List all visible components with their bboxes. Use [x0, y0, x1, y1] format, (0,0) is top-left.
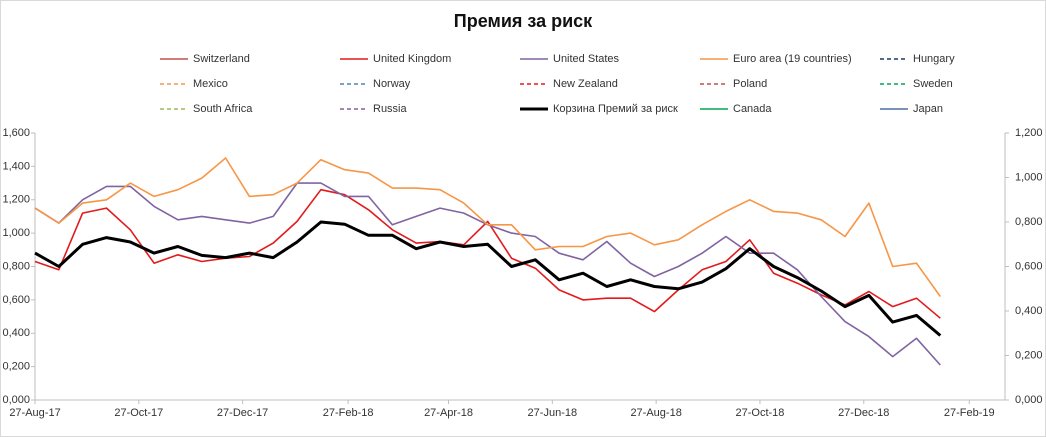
x-tick-label: 27-Feb-18 [323, 407, 374, 419]
legend-label: Norway [373, 78, 411, 90]
y-tick-label: 0,200 [2, 361, 30, 373]
x-tick-label: 27-Feb-19 [944, 407, 995, 419]
y-tick-label: 1,600 [2, 127, 30, 139]
y-tick-label: 1,400 [2, 160, 30, 172]
series-line [34, 220, 942, 337]
legend-label: Switzerland [193, 53, 250, 65]
x-tick-label: 27-Aug-18 [630, 407, 681, 419]
legend-label: Sweden [913, 78, 953, 90]
series-line [34, 157, 941, 297]
y2-tick-label: 0,200 [1015, 349, 1043, 361]
x-tick-label: 27-Dec-17 [217, 407, 268, 419]
legend-label: Poland [733, 78, 767, 90]
y-tick-label: 0,800 [2, 260, 30, 272]
y2-tick-label: 0,600 [1015, 260, 1043, 272]
x-tick-label: 27-Jun-18 [528, 407, 578, 419]
y-tick-label: 1,200 [2, 194, 30, 206]
legend-label: United States [553, 53, 620, 65]
y2-tick-label: 0,800 [1015, 216, 1043, 228]
y-tick-label: 0,400 [2, 327, 30, 339]
legend-label: Russia [373, 103, 408, 115]
legend-label: New Zealand [553, 78, 618, 90]
legend-label: United Kingdom [373, 53, 451, 65]
y2-tick-label: 0,000 [1015, 394, 1043, 406]
x-tick-label: 27-Apr-18 [424, 407, 473, 419]
x-tick-label: 27-Dec-18 [838, 407, 889, 419]
y-tick-label: 0,600 [2, 294, 30, 306]
legend-label: South Africa [193, 103, 253, 115]
x-tick-label: 27-Oct-17 [114, 407, 163, 419]
legend-label: Japan [913, 103, 943, 115]
legend-label: Euro area (19 countries) [733, 53, 852, 65]
y2-tick-label: 1,000 [1015, 171, 1043, 183]
y-tick-label: 0,000 [2, 394, 30, 406]
y2-tick-label: 0,400 [1015, 305, 1043, 317]
legend-label: Mexico [193, 78, 228, 90]
series-line [34, 188, 941, 319]
legend-label: Hungary [913, 53, 955, 65]
legend-label: Корзина Премий за риск [553, 103, 678, 115]
legend-label: Canada [733, 103, 772, 115]
chart-title: Премия за риск [454, 11, 593, 31]
x-tick-label: 27-Oct-18 [735, 407, 784, 419]
y2-tick-label: 1,200 [1015, 127, 1043, 139]
y-tick-label: 1,000 [2, 227, 30, 239]
x-tick-label: 27-Aug-17 [9, 407, 60, 419]
